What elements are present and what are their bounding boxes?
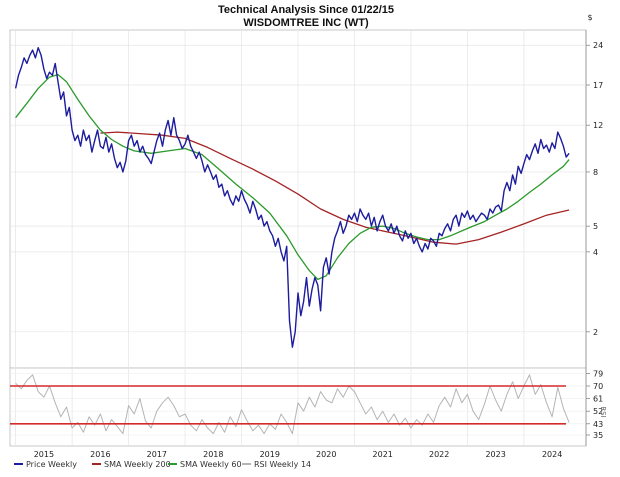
rsi-tick-label: 70 [593,382,603,391]
x-tick-label: 2020 [316,450,336,459]
x-tick-label: 2019 [260,450,280,459]
rsi-tick-label: 52 [593,407,603,416]
legend-label: SMA Weekly 200 [104,460,171,469]
x-tick-label: 2015 [34,450,54,459]
rsi-tick-label: 43 [593,420,603,429]
chart-subtitle: WISDOMTREE INC (WT) [243,17,369,29]
legend-label: SMA Weekly 60 [180,460,242,469]
x-tick-label: 2017 [147,450,167,459]
series-line-sma-weekly-200 [100,131,570,245]
legend-label: RSI Weekly 14 [254,460,311,469]
price-tick-label: 17 [593,81,603,90]
x-tick-label: 2016 [90,450,110,459]
x-tick-label: 2022 [429,450,449,459]
rsi-axis-label: RSI [599,406,607,417]
x-tick-label: 2023 [485,450,505,459]
price-tick-label: 4 [593,248,598,257]
x-tick-label: 2021 [373,450,393,459]
price-tick-label: 24 [593,41,603,50]
x-tick-label: 2018 [203,450,223,459]
rsi-tick-label: 79 [593,369,603,378]
series-line-sma-weekly-60 [15,73,570,281]
price-tick-label: 12 [593,121,603,130]
chart-title: Technical Analysis Since 01/22/15 [218,4,394,16]
rsi-tick-label: 35 [593,431,603,440]
currency-symbol: $ [587,13,592,22]
series-line-rsi-weekly-14 [15,374,570,435]
rsi-tick-label: 61 [593,395,603,404]
price-tick-label: 8 [593,168,598,177]
price-tick-label: 5 [593,222,598,231]
price-tick-label: 2 [593,328,598,337]
x-tick-label: 2024 [542,450,562,459]
series-line-price-weekly [14,47,570,348]
legend-label: Price Weekly [26,460,77,469]
